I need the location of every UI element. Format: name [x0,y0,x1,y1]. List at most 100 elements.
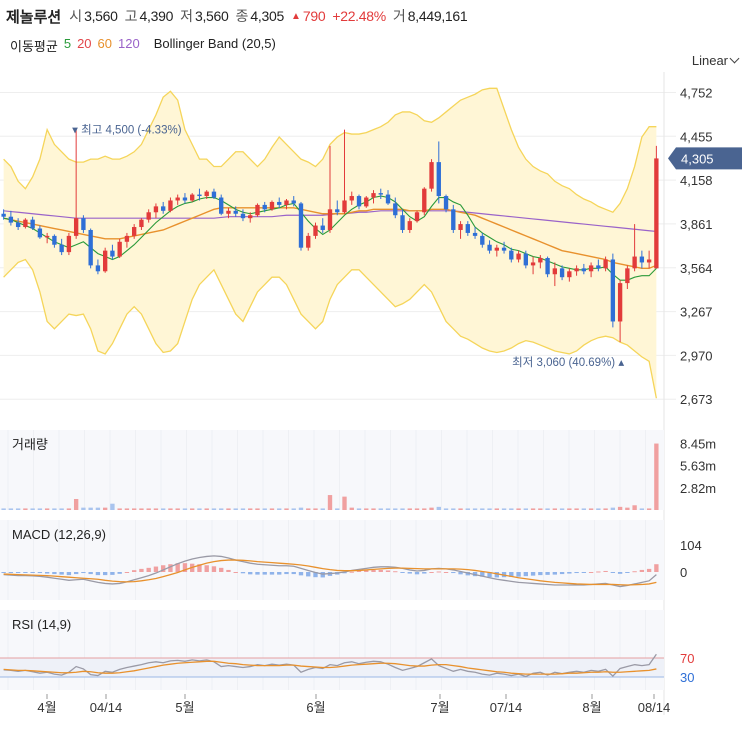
volume-bar [44,508,50,510]
macd-histogram-bar [81,572,86,574]
macd-histogram-bar [269,572,275,575]
candle-body [248,215,253,219]
macd-histogram-bar [625,572,630,573]
volume-bar [211,508,217,510]
candle-body [654,158,659,269]
macd-histogram-bar [168,564,173,572]
current-price-badge [668,147,742,170]
candle-body [516,253,521,260]
macd-histogram-bar [73,572,79,575]
candle-body [472,232,478,236]
volume-bar [545,508,550,510]
x-tick-label: 08/14 [638,700,671,715]
open-label: 시 [69,8,83,24]
candle-body [161,206,166,211]
low-annotation: 최저 3,060 (40.69%) ▴ [512,356,624,369]
macd-histogram-bar [262,572,267,575]
change-value: 790 [302,8,326,24]
macd-histogram-bar [313,572,318,578]
candle-body [617,283,623,322]
volume-bar [37,508,43,510]
macd-histogram-bar [1,572,6,573]
volume-bar [516,508,521,510]
macd-tick-label: 0 [680,565,687,580]
scale-selector[interactable]: Linear [692,53,740,68]
candle-body [530,262,536,266]
volume-bar [219,508,224,510]
volume-bar [646,508,652,510]
macd-histogram-bar [451,572,456,574]
bollinger-legend[interactable]: Bollinger Band (20,5) [153,36,276,51]
volume-bar [146,508,151,510]
volume-bar [204,508,209,510]
candle-body [233,210,238,214]
volume-bar [124,508,130,510]
volume-bar [393,508,398,510]
volume-bar [139,508,144,510]
stock-name: 제놀루션 [6,8,62,26]
bollinger-lower-line [3,258,658,399]
volume-bar [23,508,28,510]
volume-bar [342,496,347,510]
volume-bar [291,508,296,510]
volume-bar [385,508,391,510]
volume-bar [378,508,383,510]
price-tick-label: 3,564 [680,261,713,276]
volume-bar [581,508,587,510]
volume-bar [429,507,434,510]
candle-body [646,259,652,263]
candle-body [494,247,499,251]
macd-histogram-bar [66,572,72,576]
macd-histogram-bar [443,572,449,573]
candle-body [284,200,289,205]
ma20-legend[interactable]: 20 [77,36,92,51]
candle-body [335,209,340,213]
volume-bar [190,508,195,510]
macd-histogram-bar [356,570,362,572]
x-tick-label: 6월 [306,700,325,715]
volume-bar [610,507,616,510]
volume-tick-label: 5.63m [680,459,716,474]
macd-histogram-bar [291,572,296,575]
volume-bar [240,508,246,510]
volume-bar [8,508,14,510]
volume-bar [443,508,449,510]
up-triangle-icon: ▲ [290,10,301,22]
volume-bar [161,508,166,510]
volume-bar [66,508,72,510]
macd-histogram-bar [284,572,289,575]
volume-bar [552,508,558,510]
volume-bar [102,507,108,510]
volume-bar [588,508,594,510]
volume-bar [255,508,260,510]
candle-body [59,244,64,253]
macd-line [3,555,657,588]
candle-body [124,235,130,242]
candle-body [610,259,616,322]
candle-body [153,206,159,213]
candle-body [567,271,572,278]
macd-histogram-bar [617,572,623,574]
x-tick-label: 8월 [582,700,601,715]
macd-histogram-bar [603,570,608,572]
volume-bar [654,443,659,510]
low-label: 저 [180,8,193,24]
volume-bar [298,507,304,510]
moving-average-label[interactable]: 이동평균 [10,39,58,54]
high-value: 4,390 [139,8,174,24]
volume-bar [364,508,369,510]
candle-body [146,212,151,220]
macd-histogram-bar [639,569,645,572]
ma5-legend[interactable]: 5 [63,36,72,51]
volume-tick-label: 8.45m [680,437,716,452]
ma60-legend[interactable]: 60 [97,36,113,51]
volume-bar [487,508,492,510]
ma120-legend[interactable]: 120 [118,36,140,51]
candle-body [139,219,144,228]
stock-header: 제놀루션 시 3,560 고 4,390 저 3,560 종 4,305 ▲ 7… [0,0,742,32]
candle-body [501,247,507,251]
close-value: 4,305 [250,8,284,24]
candle-body [458,224,463,230]
candle-body [523,253,528,266]
